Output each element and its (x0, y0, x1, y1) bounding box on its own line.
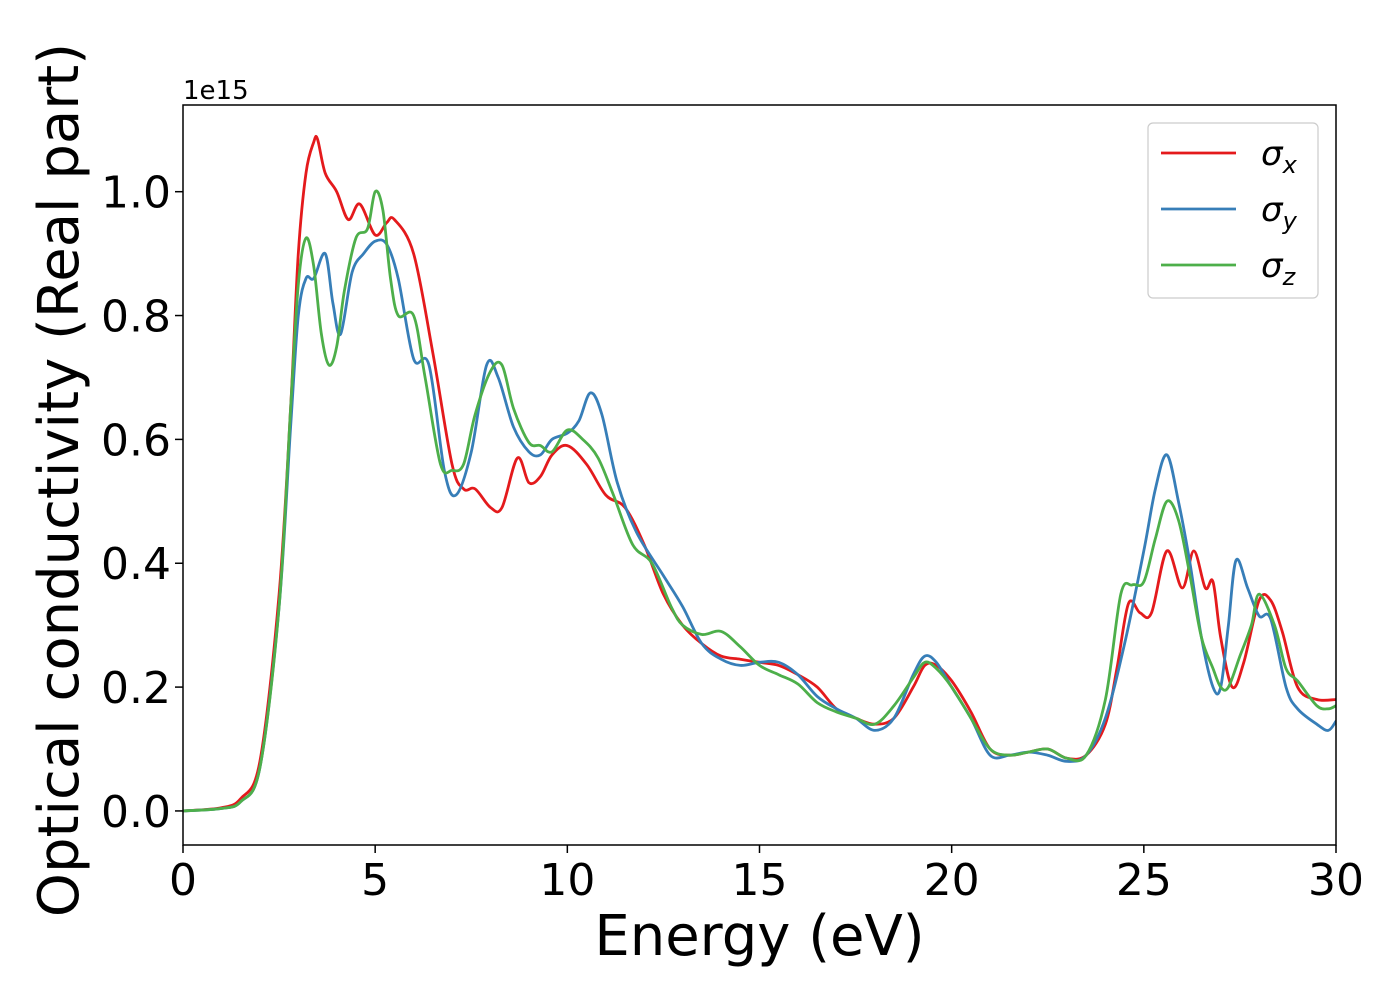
series-line-x (183, 134, 1336, 813)
y-axis-title: Optical conductivity (Real part) (27, 43, 92, 917)
y-offset-label: 1e15 (183, 76, 249, 106)
x-tick-label: 0 (169, 855, 197, 906)
y-tick-label: 1.0 (101, 168, 171, 219)
plot-lines (183, 134, 1336, 813)
x-axis: 0 5 10 15 20 25 30 (169, 845, 1364, 906)
y-axis: 0.0 0.2 0.4 0.6 0.8 1.0 (101, 168, 183, 838)
x-tick-label: 25 (1116, 855, 1172, 906)
x-axis-title: Energy (eV) (594, 904, 924, 969)
x-tick-label: 15 (732, 855, 788, 906)
series-line-y (183, 238, 1336, 813)
y-tick-label: 0.4 (101, 539, 171, 590)
y-tick-label: 0.2 (101, 663, 171, 714)
legend-label-z: σz (1261, 246, 1297, 291)
legend-box (1147, 122, 1319, 299)
y-tick-label: 0.6 (101, 415, 171, 466)
legend-label-y: σy (1261, 190, 1298, 235)
legend: σx σy σz (1147, 122, 1319, 299)
y-tick-label: 0.0 (101, 787, 171, 838)
legend-label-x: σx (1261, 134, 1298, 179)
x-tick-label: 5 (361, 855, 389, 906)
series-line-z (183, 189, 1336, 813)
x-tick-label: 20 (924, 855, 980, 906)
x-tick-label: 10 (539, 855, 595, 906)
x-tick-label: 30 (1308, 855, 1364, 906)
y-tick-label: 0.8 (101, 292, 171, 343)
